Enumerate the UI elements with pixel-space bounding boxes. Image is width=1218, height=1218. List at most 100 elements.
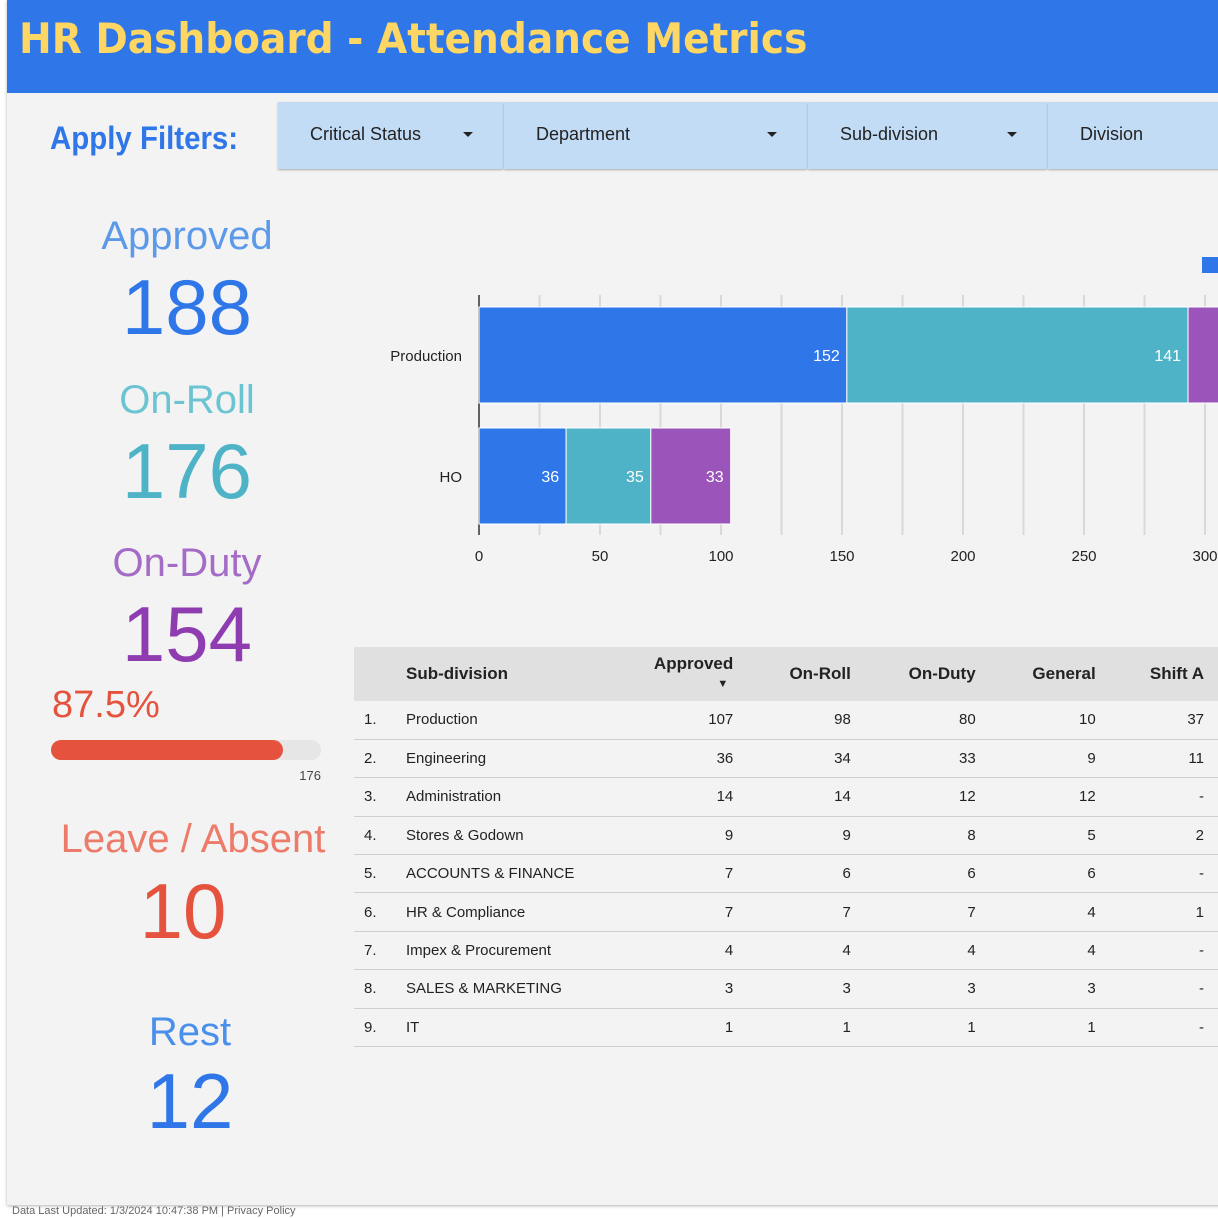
row-subdivision: SALES & MARKETING <box>406 969 623 1009</box>
category-label: HO <box>440 469 463 486</box>
bar-segment <box>1187 306 1218 404</box>
row-value: 6 <box>1005 854 1126 894</box>
row-value: 4 <box>763 931 881 971</box>
row-value: 7 <box>622 854 764 894</box>
row-value: 6 <box>880 854 1006 894</box>
filter-label: Division <box>1080 124 1144 144</box>
x-tick-label: 50 <box>592 548 609 565</box>
row-value: 37 <box>1125 701 1218 740</box>
row-value: 11 <box>1125 739 1218 779</box>
category-label: Production <box>390 348 462 365</box>
row-index: 6. <box>354 892 406 932</box>
row-index: 9. <box>354 1008 406 1048</box>
bar-segment <box>478 306 848 404</box>
column-header[interactable]: On-Roll <box>763 647 881 701</box>
onduty-value: 154 <box>121 590 253 678</box>
row-subdivision: IT <box>406 1008 623 1048</box>
data-label: 141 <box>1154 348 1181 365</box>
row-value: 3 <box>622 969 764 1009</box>
row-index: 8. <box>354 969 406 1009</box>
index-header <box>354 647 406 701</box>
row-value: 2 <box>1125 816 1218 856</box>
table-row: 8. SALES & MARKETING 3 3 3 3- <box>354 969 1218 1009</box>
leave-label: Leave / Absent <box>60 817 326 861</box>
table-row: 5. ACCOUNTS & FINANCE 7 6 6 6- <box>354 854 1218 894</box>
row-value: 4 <box>622 931 764 971</box>
x-tick-label: 250 <box>1071 548 1096 565</box>
row-value: 3 <box>1005 969 1126 1009</box>
x-tick-label: 200 <box>950 548 975 565</box>
column-header[interactable]: Shift A <box>1125 647 1218 701</box>
row-value: 9 <box>622 816 764 856</box>
x-tick-label: 0 <box>475 548 483 565</box>
data-label: 36 <box>541 469 559 486</box>
approved-label: Approved <box>101 214 273 258</box>
filter-critical-status[interactable]: Critical Status <box>278 102 503 169</box>
x-tick-label: 300 <box>1192 548 1217 565</box>
row-index: 7. <box>354 931 406 971</box>
row-value: 14 <box>763 777 881 817</box>
filter-sub-division[interactable]: Sub-division <box>808 102 1047 169</box>
row-value: 4 <box>880 931 1006 971</box>
row-subdivision: Impex & Procurement <box>406 931 623 971</box>
row-value: - <box>1125 777 1218 817</box>
row-value: 1 <box>1005 1008 1126 1048</box>
row-value: 4 <box>1005 931 1126 971</box>
row-subdivision: Production <box>406 701 623 740</box>
row-value: 5 <box>1005 816 1126 856</box>
leave-value: 10 <box>139 867 227 955</box>
x-tick-label: 100 <box>708 548 733 565</box>
row-value: 36 <box>622 739 764 779</box>
x-tick-label: 150 <box>829 548 854 565</box>
table-row: 9. IT 1 1 1 1- <box>354 1008 1218 1048</box>
filter-label: Department <box>536 124 631 144</box>
table-row: 4. Stores & Godown 9 9 8 5 2 <box>354 816 1218 856</box>
column-label: Approved <box>653 654 734 673</box>
row-value: 7 <box>763 892 881 932</box>
table-row: 7. Impex & Procurement 4 4 4 4- <box>354 931 1218 971</box>
row-value: 1 <box>1125 892 1218 932</box>
row-index: 1. <box>354 701 406 740</box>
row-subdivision: ACCOUNTS & FINANCE <box>406 854 623 894</box>
filter-label: Critical Status <box>310 124 422 144</box>
onduty-label: On-Duty <box>112 541 262 585</box>
filter-department[interactable]: Department <box>504 102 807 169</box>
filters-label: Apply Filters: <box>50 120 239 156</box>
rest-label: Rest <box>148 1010 232 1054</box>
row-value: 14 <box>622 777 764 817</box>
row-value: 6 <box>763 854 881 894</box>
row-index: 5. <box>354 854 406 894</box>
row-value: - <box>1125 854 1218 894</box>
subdivision-table: Sub-division Approved ▼ On-Roll On-Duty G… <box>354 647 1218 1048</box>
bar-segment <box>650 427 732 525</box>
progress-max: 176 <box>299 768 321 783</box>
table-row: 2. Engineering 36 34 33 9 11 <box>354 739 1218 779</box>
caret-down-icon <box>767 132 777 137</box>
data-label: 152 <box>813 348 840 365</box>
caret-down-icon <box>1007 132 1017 137</box>
progress-percent: 87.5% <box>52 684 160 726</box>
row-value: - <box>1125 931 1218 971</box>
filter-label: Sub-division <box>840 124 939 144</box>
row-value: 80 <box>880 701 1006 740</box>
column-header[interactable]: Sub-division <box>406 647 623 701</box>
row-value: - <box>1125 969 1218 1009</box>
row-value: 1 <box>880 1008 1006 1048</box>
row-value: 12 <box>1005 777 1126 817</box>
progress-fill <box>51 740 283 760</box>
footer-text: Data Last Updated: 1/3/2024 10:47:38 PM … <box>12 1205 296 1217</box>
page-title: HR Dashboard - Attendance Metrics <box>19 14 808 63</box>
report-canvas: HR Dashboard - Attendance Metrics Apply … <box>7 0 1218 1205</box>
data-label: 33 <box>706 469 724 486</box>
progress-bar <box>51 740 321 760</box>
column-header[interactable]: General <box>1005 647 1126 701</box>
row-value: 3 <box>880 969 1006 1009</box>
legend-swatch <box>1202 257 1218 273</box>
header-bar: HR Dashboard - Attendance Metrics <box>7 0 1218 93</box>
column-header[interactable]: On-Duty <box>880 647 1006 701</box>
column-header-approved[interactable]: Approved ▼ <box>622 647 764 701</box>
row-index: 3. <box>354 777 406 817</box>
filter-division[interactable]: Division <box>1048 102 1218 169</box>
table-row: 3. Administration 14 14 12 12- <box>354 777 1218 817</box>
row-index: 2. <box>354 739 406 779</box>
